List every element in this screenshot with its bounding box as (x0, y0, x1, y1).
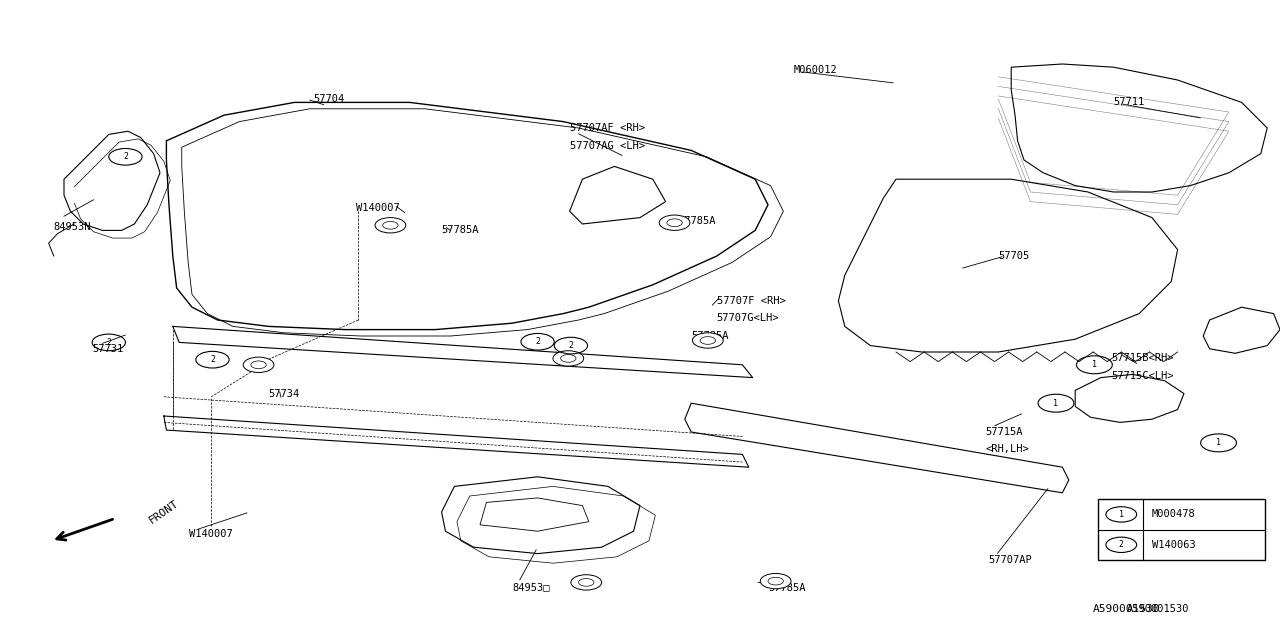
Text: 57731: 57731 (92, 344, 123, 354)
Text: 57711: 57711 (1114, 97, 1144, 108)
Text: A590001530: A590001530 (1093, 604, 1160, 614)
Text: <RH,LH>: <RH,LH> (986, 444, 1029, 454)
Text: 57707AF <RH>: 57707AF <RH> (570, 123, 645, 133)
Text: W140007: W140007 (189, 529, 233, 540)
Text: 2: 2 (106, 338, 111, 347)
Text: 84953N: 84953N (54, 222, 91, 232)
Circle shape (760, 573, 791, 589)
Circle shape (375, 218, 406, 233)
Text: 57715C<LH>: 57715C<LH> (1111, 371, 1174, 381)
Text: 57707G<LH>: 57707G<LH> (717, 313, 780, 323)
Circle shape (692, 333, 723, 348)
Text: W140063: W140063 (1152, 540, 1196, 550)
Text: 1: 1 (1119, 510, 1124, 519)
Text: M060012: M060012 (794, 65, 837, 76)
Text: FRONT: FRONT (147, 498, 180, 526)
Text: 2: 2 (210, 355, 215, 364)
Circle shape (659, 215, 690, 230)
Text: 57785A: 57785A (678, 216, 716, 226)
Text: 57707AG <LH>: 57707AG <LH> (570, 141, 645, 151)
Text: 84953□: 84953□ (512, 582, 549, 593)
Text: 57705: 57705 (998, 251, 1029, 261)
Text: 57785A: 57785A (442, 225, 479, 236)
Text: A590001530: A590001530 (1126, 604, 1189, 614)
Text: M000478: M000478 (1152, 509, 1196, 520)
Text: 2: 2 (1119, 540, 1124, 549)
Text: 1: 1 (1216, 438, 1221, 447)
Circle shape (243, 357, 274, 372)
Text: 57704: 57704 (314, 94, 344, 104)
Text: 57707F <RH>: 57707F <RH> (717, 296, 786, 306)
Circle shape (553, 351, 584, 366)
Text: 2: 2 (535, 337, 540, 346)
Text: 1: 1 (1092, 360, 1097, 369)
Text: 57715B<RH>: 57715B<RH> (1111, 353, 1174, 364)
Text: 57785A: 57785A (768, 582, 805, 593)
Text: 57707AP: 57707AP (988, 555, 1032, 565)
Text: 57785A: 57785A (691, 331, 728, 341)
Text: 2: 2 (123, 152, 128, 161)
Text: 1: 1 (1053, 399, 1059, 408)
Text: 57734: 57734 (269, 388, 300, 399)
Text: 2: 2 (568, 341, 573, 350)
Text: 57715A: 57715A (986, 427, 1023, 437)
Text: W140007: W140007 (356, 203, 399, 213)
Circle shape (571, 575, 602, 590)
